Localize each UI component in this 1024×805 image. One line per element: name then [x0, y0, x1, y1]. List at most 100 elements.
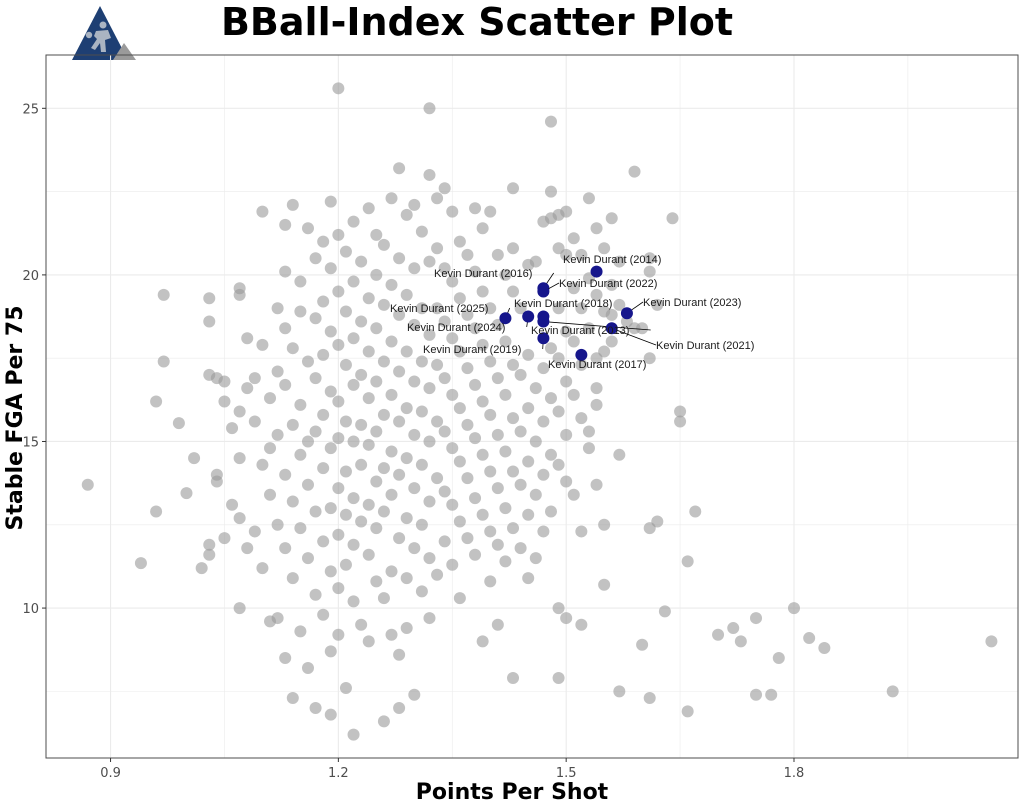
scatter-point — [499, 335, 512, 348]
scatter-point — [734, 635, 747, 648]
x-tick-label: 0.9 — [100, 766, 121, 781]
scatter-point — [431, 302, 444, 315]
scatter-point — [332, 582, 345, 595]
scatter-point — [636, 638, 649, 651]
scatter-point — [226, 422, 239, 435]
scatter-point — [590, 382, 603, 395]
scatter-point — [431, 192, 444, 205]
scatter-point — [134, 557, 147, 570]
scatter-point — [393, 252, 406, 265]
scatter-point — [294, 305, 307, 318]
scatter-point — [339, 358, 352, 371]
scatter-point — [499, 502, 512, 515]
scatter-point — [628, 165, 641, 178]
scatter-point — [415, 518, 428, 531]
scatter-point — [150, 505, 163, 518]
scatter-point — [294, 398, 307, 411]
scatter-point — [362, 392, 375, 405]
scatter-point — [886, 685, 899, 698]
background-points — [81, 82, 998, 741]
scatter-point — [575, 525, 588, 538]
scatter-point — [415, 225, 428, 238]
scatter-point — [461, 418, 474, 431]
scatter-point — [567, 488, 580, 501]
scatter-point — [560, 375, 573, 388]
scatter-point — [453, 455, 466, 468]
scatter-point — [453, 592, 466, 605]
scatter-point — [377, 238, 390, 251]
scatter-point — [431, 472, 444, 485]
x-tick-label: 1.8 — [784, 766, 805, 781]
logo-grey-triangle — [113, 43, 136, 60]
scatter-point — [552, 602, 565, 615]
scatter-point — [233, 405, 246, 418]
scatter-point — [370, 575, 383, 588]
scatter-point — [355, 255, 368, 268]
scatter-point — [522, 402, 535, 415]
scatter-point — [438, 262, 451, 275]
scatter-point — [309, 702, 322, 715]
highlight-label: Kevin Durant (2024) — [407, 322, 505, 334]
scatter-point — [332, 82, 345, 95]
scatter-point — [218, 532, 231, 545]
scatter-point — [157, 288, 170, 301]
scatter-point — [355, 458, 368, 471]
scatter-point — [484, 302, 497, 315]
scatter-point — [385, 192, 398, 205]
scatter-point — [279, 378, 292, 391]
highlight-label: Kevin Durant (2021) — [656, 340, 754, 352]
scatter-point — [491, 538, 504, 551]
scatter-point — [286, 572, 299, 585]
scatter-point — [613, 255, 626, 268]
scatter-point — [461, 248, 474, 261]
scatter-point — [461, 308, 474, 321]
scatter-point — [324, 385, 337, 398]
highlight-label: Kevin Durant (2019) — [423, 344, 521, 356]
highlight-point — [522, 310, 535, 323]
scatter-point — [446, 275, 459, 288]
scatter-point — [355, 618, 368, 631]
scatter-point — [446, 332, 459, 345]
scatter-point — [985, 635, 998, 648]
scatter-point — [423, 382, 436, 395]
scatter-point — [317, 295, 330, 308]
scatter-point — [309, 312, 322, 325]
scatter-point — [362, 202, 375, 215]
scatter-point — [286, 342, 299, 355]
scatter-point — [301, 552, 314, 565]
scatter-point — [529, 552, 542, 565]
scatter-point — [370, 475, 383, 488]
scatter-point — [590, 478, 603, 491]
scatter-point — [461, 472, 474, 485]
scatter-point — [195, 562, 208, 575]
scatter-point — [499, 445, 512, 458]
scatter-point — [256, 562, 269, 575]
scatter-point — [651, 515, 664, 528]
scatter-point — [324, 708, 337, 721]
scatter-point — [241, 332, 254, 345]
scatter-point — [469, 265, 482, 278]
scatter-point — [461, 532, 474, 545]
scatter-point — [393, 648, 406, 661]
scatter-point — [279, 652, 292, 665]
scatter-point — [484, 525, 497, 538]
scatter-point — [507, 672, 520, 685]
scatter-point — [400, 288, 413, 301]
scatter-point — [552, 458, 565, 471]
scatter-point — [507, 412, 520, 425]
scatter-point — [469, 378, 482, 391]
scatter-point — [393, 162, 406, 175]
scatter-point — [317, 348, 330, 361]
scatter-point — [544, 505, 557, 518]
scatter-point — [309, 372, 322, 385]
scatter-point — [423, 612, 436, 625]
highlight-label: Kevin Durant (2018) — [514, 298, 612, 310]
scatter-point — [598, 518, 611, 531]
scatter-point — [537, 525, 550, 538]
scatter-point — [666, 212, 679, 225]
scatter-point — [370, 228, 383, 241]
scatter-point — [248, 415, 261, 428]
scatter-point — [339, 508, 352, 521]
scatter-point — [286, 198, 299, 211]
scatter-point — [499, 388, 512, 401]
